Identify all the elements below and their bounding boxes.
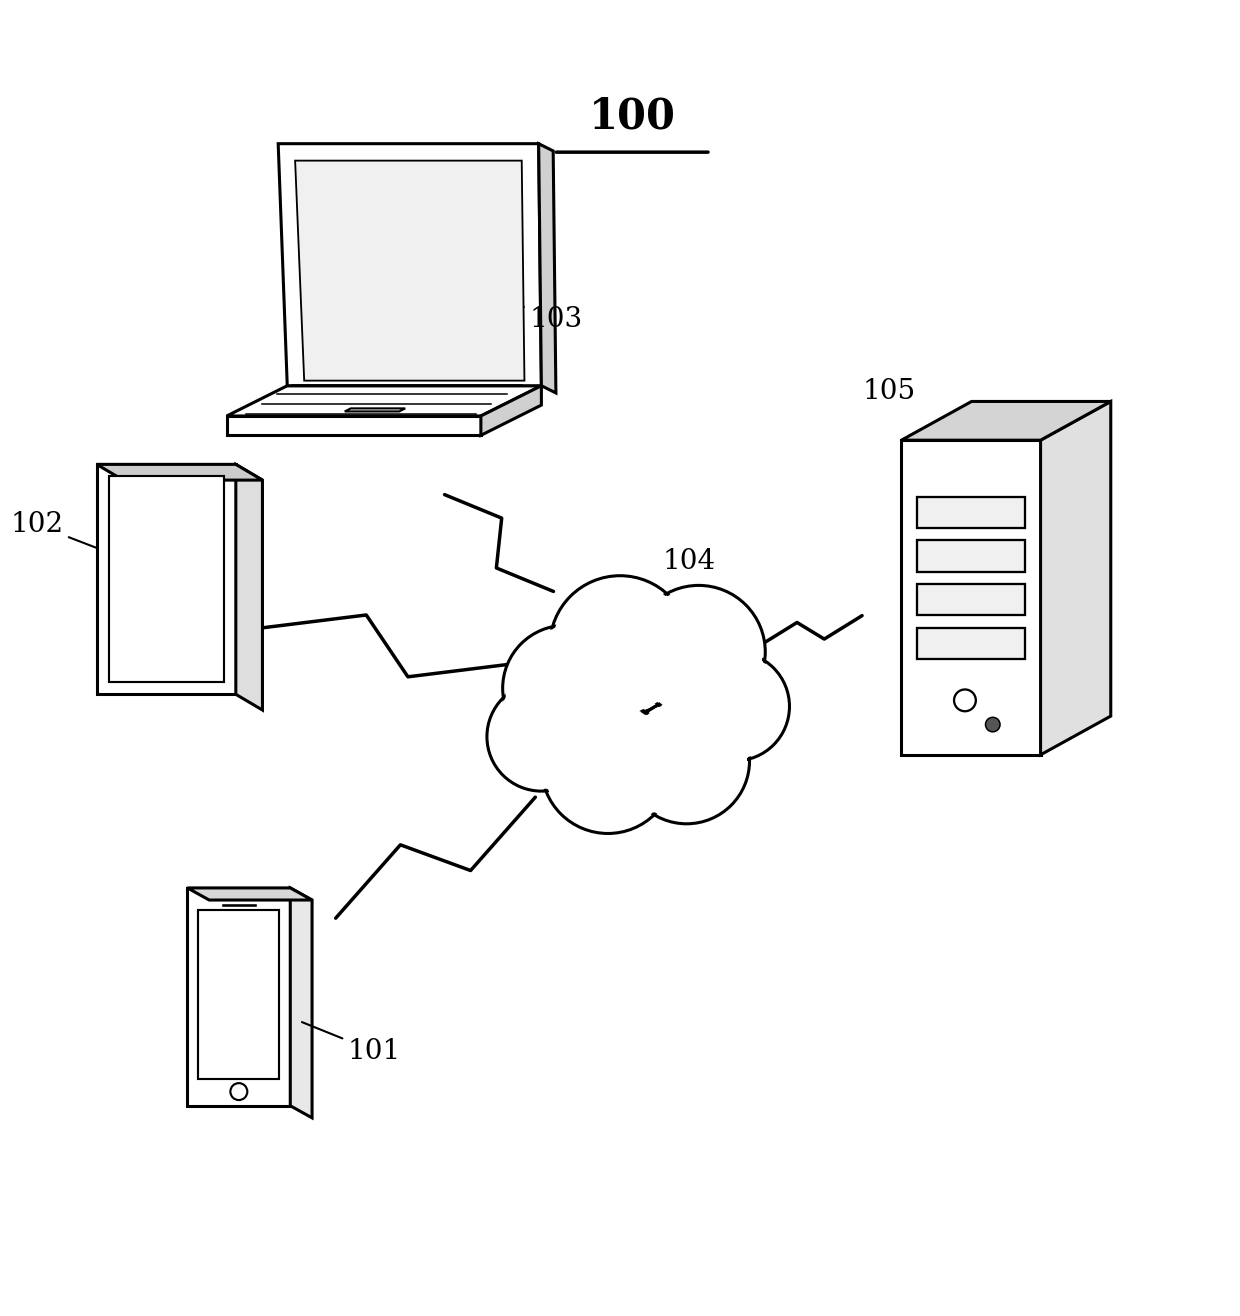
- Polygon shape: [278, 143, 542, 386]
- Circle shape: [542, 700, 675, 833]
- Polygon shape: [345, 408, 405, 412]
- Polygon shape: [109, 476, 223, 682]
- Polygon shape: [227, 386, 542, 416]
- Text: 102: 102: [10, 512, 97, 547]
- Circle shape: [954, 690, 976, 711]
- Text: 100: 100: [589, 95, 676, 137]
- Polygon shape: [1040, 401, 1111, 755]
- Circle shape: [683, 654, 787, 759]
- Polygon shape: [187, 888, 290, 1105]
- Circle shape: [549, 575, 691, 716]
- Polygon shape: [97, 465, 263, 480]
- Polygon shape: [481, 386, 542, 436]
- Text: 101: 101: [301, 1023, 401, 1065]
- Circle shape: [487, 682, 596, 791]
- Circle shape: [986, 717, 999, 732]
- Circle shape: [635, 588, 763, 716]
- Polygon shape: [916, 541, 1025, 572]
- Circle shape: [231, 1083, 247, 1100]
- Circle shape: [502, 625, 629, 751]
- Polygon shape: [227, 416, 481, 436]
- Polygon shape: [187, 888, 312, 900]
- Polygon shape: [198, 909, 279, 1079]
- Circle shape: [681, 651, 790, 761]
- Circle shape: [626, 700, 746, 821]
- Polygon shape: [901, 401, 1111, 440]
- Circle shape: [544, 703, 672, 830]
- Text: 105: 105: [862, 378, 915, 405]
- Polygon shape: [538, 143, 556, 393]
- Circle shape: [624, 697, 749, 824]
- Circle shape: [632, 586, 765, 719]
- Circle shape: [553, 579, 687, 713]
- Polygon shape: [236, 465, 263, 711]
- Polygon shape: [97, 465, 236, 695]
- Text: 103: 103: [496, 296, 583, 333]
- Polygon shape: [916, 584, 1025, 616]
- Polygon shape: [901, 440, 1040, 755]
- Text: 104: 104: [662, 547, 715, 575]
- Polygon shape: [295, 161, 525, 380]
- Circle shape: [505, 628, 626, 749]
- Polygon shape: [916, 628, 1025, 659]
- Polygon shape: [290, 888, 312, 1117]
- Circle shape: [489, 684, 594, 788]
- Polygon shape: [916, 497, 1025, 528]
